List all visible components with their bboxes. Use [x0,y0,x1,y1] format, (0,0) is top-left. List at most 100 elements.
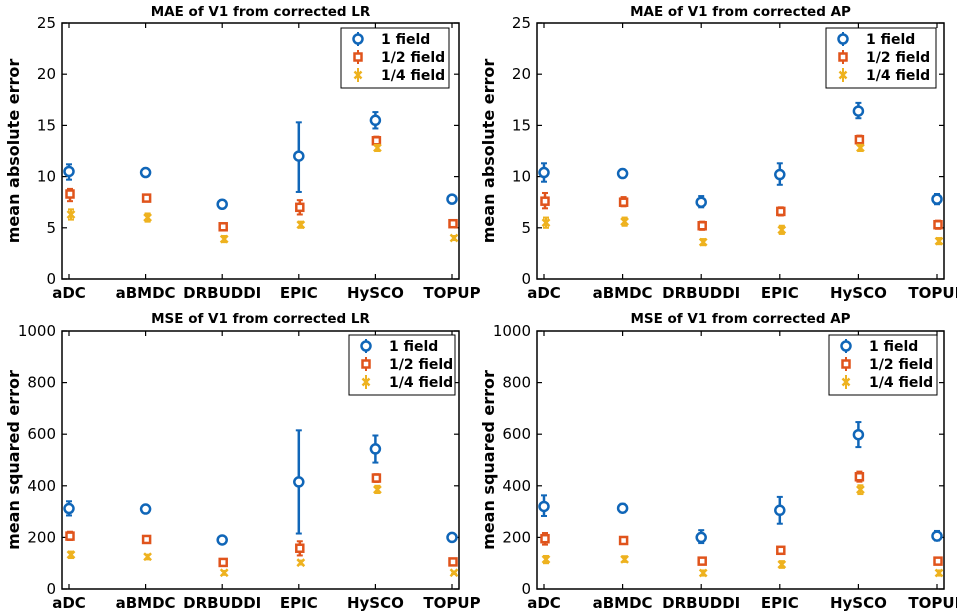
data-point [369,114,382,127]
legend-label: 1/2 field [389,357,453,373]
y-tick-label: 10 [37,168,56,186]
legend-label: 1/4 field [869,375,933,391]
data-point [856,143,865,153]
data-point [698,237,708,247]
data-point [63,165,75,178]
x-tick-label: DRBUDDI [662,284,740,302]
series-quarter-field [66,484,459,578]
data-point [141,534,152,545]
legend-marker [352,33,364,45]
data-point [618,197,629,207]
y-tick-label: 15 [512,116,531,134]
data-point [541,218,551,228]
data-point [540,533,550,544]
data-point [139,166,152,179]
legend-marker [360,340,372,352]
data-point [139,503,152,515]
data-point [218,222,228,232]
legend-label: 1 field [381,32,430,48]
y-tick-label: 10 [512,168,531,186]
data-point [141,193,152,203]
data-point [538,500,550,513]
y-tick-label: 1000 [18,322,56,340]
series-half-field [65,135,458,232]
data-point [933,556,943,566]
x-tick-label: aBMDC [593,284,653,302]
data-point [449,568,459,578]
data-point [295,543,305,553]
data-point [448,218,458,229]
legend-label: 1/4 field [389,375,453,391]
data-point [856,485,865,495]
data-point [776,545,786,556]
data-point [218,557,228,568]
data-point [620,554,629,564]
data-point [776,206,786,217]
data-point [616,167,629,180]
plot-frame [61,330,460,590]
chart-title: MSE of V1 from corrected AP [630,311,850,327]
data-point [65,189,75,199]
data-point [933,219,943,230]
data-point [219,568,229,578]
data-point [143,213,152,222]
plot-frame [61,22,460,280]
data-point [373,485,382,495]
x-tick-label: DRBUDDI [183,594,261,612]
legend-label: 1 field [869,339,918,355]
data-point [616,502,629,514]
data-point [216,198,228,210]
legend: 1 field 1/2 field 1/4 field [348,334,456,396]
series-half-field [65,473,458,568]
data-point [541,554,551,564]
x-tick-label: TOPUP [908,284,957,302]
data-point [698,568,708,578]
y-tick-label: 200 [27,528,56,546]
data-point [931,193,943,205]
series-1-field [538,421,943,545]
data-point [63,502,75,515]
x-tick-label: EPIC [761,284,799,302]
y-tick-label: 1000 [493,322,531,340]
legend-marker [840,340,852,352]
x-tick-label: aDC [527,284,561,302]
y-tick-label: 0 [46,270,56,288]
data-point [695,196,707,208]
data-point [852,428,865,441]
data-point [618,535,629,546]
plot-frame [536,330,945,590]
y-axis-label: mean squared error [4,370,23,550]
x-tick-label: TOPUP [908,594,957,612]
y-tick-label: 25 [512,14,531,32]
x-tick-label: aDC [52,284,86,302]
y-tick-label: 0 [521,270,531,288]
data-point [697,221,707,231]
data-point [540,196,550,206]
x-tick-label: DRBUDDI [662,594,740,612]
data-point [448,557,458,567]
series-half-field [540,470,943,566]
data-point [774,504,786,517]
x-tick-label: HySCO [830,284,887,302]
y-tick-label: 5 [521,219,531,237]
chart-title: MAE of V1 from corrected LR [151,4,371,20]
y-axis-label: mean absolute error [4,59,23,244]
legend-label: 1 field [866,32,915,48]
data-point [934,568,944,578]
data-point [216,534,228,546]
y-axis-label: mean squared error [479,370,498,550]
chart-panel-4: MSE of V1 from corrected AP mean squared … [479,311,957,612]
x-tick-label: EPIC [280,594,318,612]
legend-label: 1/2 field [866,50,930,66]
data-point [446,193,458,205]
data-point [777,560,787,569]
legend-marker [841,359,851,369]
legend: 1 field 1/2 field 1/4 field [340,27,450,89]
legend-marker [838,70,848,80]
y-tick-label: 800 [502,374,531,392]
legend-marker [361,377,371,387]
x-tick-label: TOPUP [423,594,480,612]
data-point [854,472,865,482]
legend-label: 1/2 field [381,50,445,66]
x-tick-label: aDC [52,594,86,612]
